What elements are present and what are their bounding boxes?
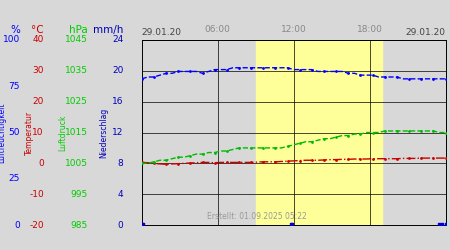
Point xyxy=(287,222,294,226)
Text: 16: 16 xyxy=(112,97,123,106)
Text: 50: 50 xyxy=(9,128,20,137)
Text: 1005: 1005 xyxy=(65,159,88,168)
Text: 29.01.20: 29.01.20 xyxy=(405,28,446,37)
Text: 4: 4 xyxy=(118,190,123,199)
Text: -10: -10 xyxy=(29,190,44,199)
Text: 1045: 1045 xyxy=(65,36,88,44)
Text: 12: 12 xyxy=(112,128,123,137)
Point xyxy=(138,222,145,226)
Text: 1025: 1025 xyxy=(65,97,88,106)
Text: 0: 0 xyxy=(117,220,123,230)
Text: -20: -20 xyxy=(29,220,44,230)
Text: 995: 995 xyxy=(71,190,88,199)
Text: 0: 0 xyxy=(38,159,44,168)
Text: Luftdruck: Luftdruck xyxy=(58,114,67,151)
Point xyxy=(288,222,296,226)
Text: 985: 985 xyxy=(71,220,88,230)
Text: 1015: 1015 xyxy=(65,128,88,137)
Text: Niederschlag: Niederschlag xyxy=(99,108,108,158)
Text: 24: 24 xyxy=(112,36,123,44)
Text: Erstellt: 01.09.2025 05:22: Erstellt: 01.09.2025 05:22 xyxy=(207,212,307,221)
Text: 40: 40 xyxy=(32,36,44,44)
Text: 0: 0 xyxy=(14,220,20,230)
Point xyxy=(436,222,443,226)
Bar xyxy=(256,40,382,225)
Text: Temperatur: Temperatur xyxy=(25,110,34,154)
Point xyxy=(439,222,446,226)
Point xyxy=(140,222,147,226)
Text: hPa: hPa xyxy=(69,25,88,35)
Text: 8: 8 xyxy=(117,159,123,168)
Text: 25: 25 xyxy=(9,174,20,183)
Text: 100: 100 xyxy=(3,36,20,44)
Text: mm/h: mm/h xyxy=(93,25,123,35)
Text: 1035: 1035 xyxy=(65,66,88,75)
Text: 75: 75 xyxy=(9,82,20,91)
Text: 20: 20 xyxy=(32,97,44,106)
Text: 30: 30 xyxy=(32,66,44,75)
Text: %: % xyxy=(10,25,20,35)
Text: 20: 20 xyxy=(112,66,123,75)
Point xyxy=(442,222,449,226)
Text: Luftfeuchtigkeit: Luftfeuchtigkeit xyxy=(0,102,6,163)
Text: 29.01.20: 29.01.20 xyxy=(142,28,182,37)
Text: °C: °C xyxy=(32,25,44,35)
Text: 10: 10 xyxy=(32,128,44,137)
